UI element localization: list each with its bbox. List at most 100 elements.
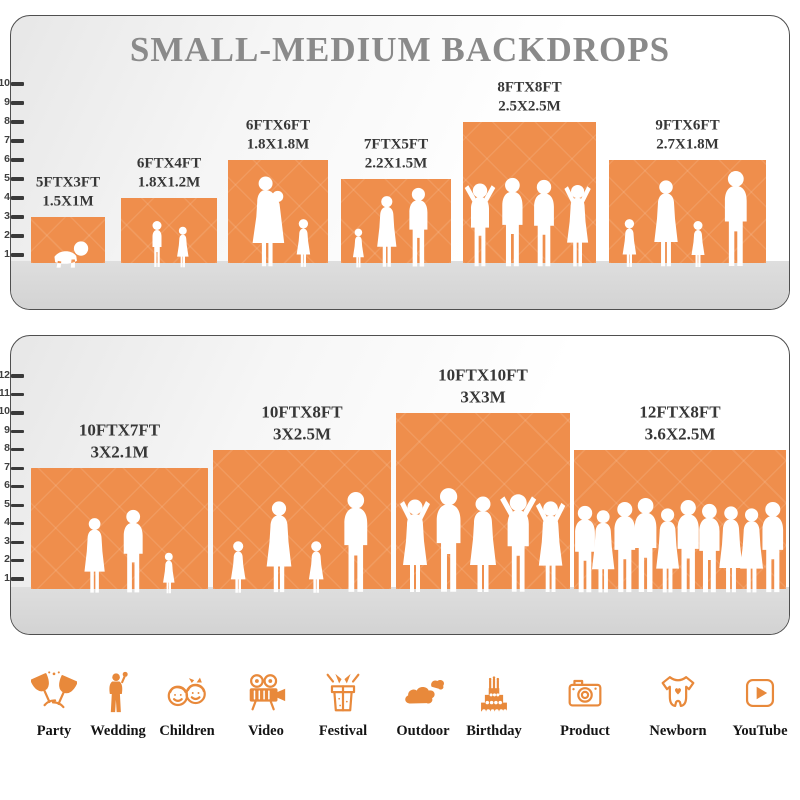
ruler-tick	[11, 485, 24, 489]
ruler-tick	[11, 101, 24, 105]
ruler-tick	[11, 82, 24, 86]
size-feet-text: 9FTX6FT	[655, 117, 720, 134]
category-row: Party Wedding Children Video Festival Out…	[0, 660, 800, 770]
ruler-number: 3	[4, 209, 10, 222]
backdrop-size-label: 10FTX7FT 3X2.1M	[79, 420, 160, 464]
ruler-tick	[11, 120, 24, 124]
ruler-number: 1	[4, 247, 10, 260]
category-video: Video	[220, 660, 312, 740]
girl-silhouette	[174, 225, 192, 269]
small-medium-panel-frame: SMALL-MEDIUM BACKDROPS 5FTX3FT 1.5X1M 6FTX…	[10, 15, 790, 310]
backdrop-size-label: 7FTX5FT 2.2X1.5M	[364, 136, 428, 174]
ruler-number: 6	[4, 479, 10, 492]
ruler-number: 9	[4, 423, 10, 436]
woman-up-silhouette	[560, 181, 595, 269]
girl-silhouette	[293, 217, 314, 269]
category-party: Party	[8, 660, 100, 740]
category-label: Newborn	[649, 723, 707, 739]
category-outdoor: Outdoor	[377, 660, 469, 740]
size-meters-text: 1.8X1.2M	[137, 174, 201, 191]
category-festival: Festival	[297, 660, 389, 740]
size-meters-text: 3X3M	[460, 387, 506, 407]
girl-silhouette	[619, 217, 640, 269]
ruler-number: 5	[4, 171, 10, 184]
size-meters-text: 1.8X1.8M	[246, 136, 310, 153]
woman-silhouette	[372, 195, 402, 269]
ruler-number: 5	[4, 497, 10, 510]
ruler-tick	[11, 429, 24, 433]
size-meters-text: 2.7X1.8M	[656, 136, 719, 153]
size-feet-text: 10FTX7FT	[78, 420, 161, 440]
ruler-number: 7	[4, 133, 10, 146]
children-faces-icon	[164, 660, 210, 716]
backdrop-box	[31, 468, 208, 589]
size-feet-text: 6FTX6FT	[245, 117, 311, 134]
youtube-play-icon	[737, 660, 783, 716]
category-product: Product	[539, 660, 631, 740]
backdrop-box	[31, 217, 105, 263]
floor-strip	[11, 587, 789, 634]
ruler-tick	[11, 448, 24, 452]
man-silhouette	[116, 509, 150, 595]
ruler-number: 9	[4, 95, 10, 108]
backdrop-size-label: 9FTX6FT 2.7X1.8M	[655, 117, 719, 155]
category-label: Video	[248, 723, 284, 739]
size-meters-text: 3.6X2.5M	[644, 424, 716, 444]
category-label: YouTube	[732, 723, 788, 739]
ruler-number: 6	[4, 152, 10, 165]
backdrop-size-label: 6FTX6FT 1.8X1.8M	[246, 117, 310, 155]
large-panel-frame: 10FTX7FT 3X2.1M 10FTX8FT 3X2.5M 10FTX10FT 3X3…	[10, 335, 790, 635]
man-silhouette	[526, 179, 562, 269]
size-feet-text: 5FTX3FT	[35, 174, 101, 191]
backdrop-size-label: 8FTX8FT 2.5X2.5M	[497, 79, 561, 117]
category-youtube: YouTube	[714, 660, 800, 740]
small-medium-panel: SMALL-MEDIUM BACKDROPS 5FTX3FT 1.5X1M 6FTX…	[0, 15, 790, 310]
backdrop-size-label: 12FTX8FT 3.6X2.5M	[639, 401, 720, 445]
size-meters-text: 1.5X1M	[42, 193, 94, 210]
ruler-number: 10	[0, 76, 10, 89]
ruler-number: 10	[0, 405, 10, 418]
category-birthday: Birthday	[448, 660, 540, 740]
woman-silhouette	[79, 517, 110, 595]
man-silhouette	[494, 177, 531, 269]
category-label: Product	[560, 723, 610, 739]
ruler-number: 7	[4, 460, 10, 473]
girl-silhouette	[350, 227, 367, 269]
category-wedding: Wedding	[72, 660, 164, 740]
ruler-tick	[11, 139, 24, 143]
size-meters-text: 2.2X1.5M	[364, 155, 428, 172]
ruler-tick	[11, 196, 24, 200]
backdrop-size-label: 10FTX10FT 3X3M	[438, 364, 528, 408]
size-meters-text: 3X2.5M	[272, 424, 332, 444]
baby-silhouette	[49, 239, 90, 269]
ruler-tick	[11, 503, 24, 507]
category-newborn: Newborn	[632, 660, 724, 740]
man-silhouette	[402, 187, 435, 269]
size-feet-text: 10FTX8FT	[261, 402, 343, 422]
backdrop-size-label: 10FTX8FT 3X2.5M	[261, 401, 342, 445]
girl-silhouette	[227, 539, 249, 595]
ruler-tick	[11, 466, 24, 470]
category-label: Wedding	[90, 723, 146, 739]
backdrop-size-label: 6FTX4FT 1.8X1.2M	[137, 155, 201, 193]
ruler-number: 8	[4, 442, 10, 455]
ruler-tick	[11, 374, 24, 378]
ruler-tick	[11, 540, 24, 544]
ruler-number: 11	[0, 387, 10, 399]
backdrop-size-label: 5FTX3FT 1.5X1M	[36, 174, 100, 212]
ruler-number: 2	[4, 553, 10, 566]
woman-silhouette	[260, 500, 298, 595]
size-meters-text: 3X2.1M	[90, 442, 149, 462]
floor-strip	[11, 261, 789, 309]
category-label: Children	[159, 723, 215, 739]
size-feet-text: 8FTX8FT	[497, 79, 562, 96]
ruler-number: 8	[4, 114, 10, 127]
size-feet-text: 10FTX10FT	[438, 365, 528, 385]
gift-box-icon	[320, 660, 366, 716]
video-camera-icon	[243, 660, 289, 716]
party-glasses-icon	[31, 660, 77, 716]
page-title: SMALL-MEDIUM BACKDROPS	[129, 30, 671, 69]
ruler-tick	[11, 253, 24, 257]
clouds-icon	[400, 660, 446, 716]
